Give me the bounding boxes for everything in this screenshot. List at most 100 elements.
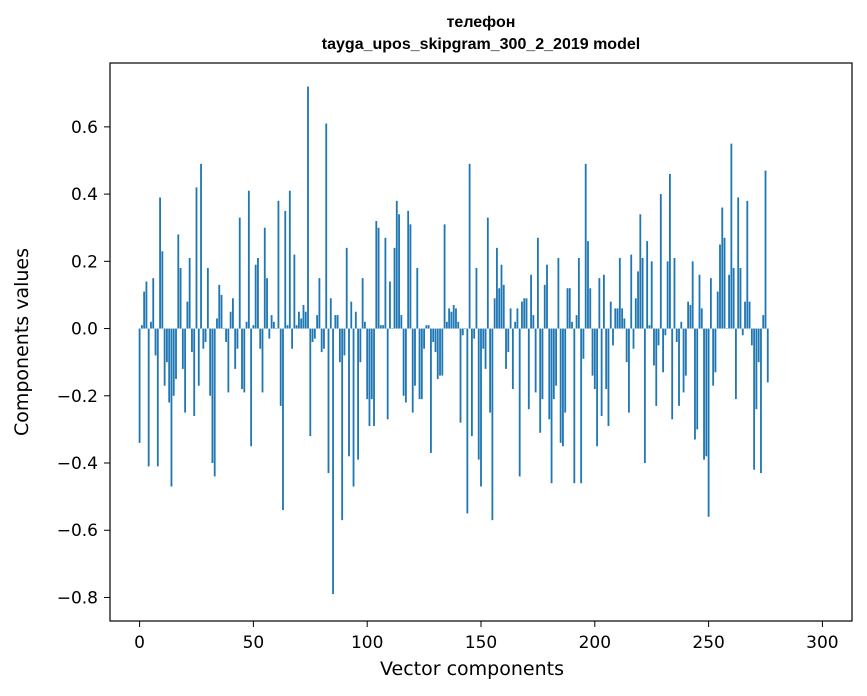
bar [407,210,410,329]
bar [643,328,646,464]
bar [461,328,464,336]
bar [575,315,578,329]
bar [368,328,371,427]
bar [470,328,473,437]
bar [445,321,448,329]
bar [546,264,548,329]
bar [689,305,692,329]
bar [755,328,758,410]
bar [566,288,569,329]
bar [436,328,439,379]
bar [259,328,262,349]
bar [423,328,426,349]
bar [584,163,587,329]
bar [625,328,628,363]
bar [159,197,161,329]
bar [527,328,530,410]
bar [723,237,726,329]
bar [238,217,241,329]
bar [313,328,316,339]
bar [766,328,769,383]
bar [609,301,612,329]
y-tick-label: 0.6 [71,118,98,138]
bar [379,325,382,329]
bar [741,328,744,336]
bar [491,328,494,521]
bar [304,311,307,329]
y-tick-label: 0.4 [71,185,98,205]
x-tick-label: 250 [692,633,724,653]
bar [270,315,273,329]
bar [518,328,521,477]
bar [288,190,291,329]
bar [712,328,715,386]
bar [455,308,457,329]
bar [530,274,532,329]
x-tick-label: 50 [243,633,265,653]
bar [161,251,164,329]
bar [621,308,624,329]
bar [395,200,398,329]
bar [279,328,282,406]
bar [434,328,437,353]
x-axis-label: Vector components [380,658,564,680]
bar [548,328,551,420]
bar [211,328,214,464]
bar [416,268,419,329]
bar [316,315,319,329]
bar [216,318,218,329]
bar [361,278,364,329]
bar [204,328,207,342]
bar [746,200,749,329]
bar [200,163,202,329]
bar [573,328,576,484]
chart-subtitle: tayga_upos_skipgram_300_2_2019 model [321,36,641,53]
bar [263,227,266,329]
bar [147,328,150,467]
bar [605,328,608,390]
bar [225,328,227,342]
bar [650,261,653,329]
bar [329,298,332,329]
bar [327,328,330,474]
bar [764,170,767,329]
bar [195,187,198,329]
bar [241,328,243,390]
bar [623,318,626,329]
bar [737,197,740,329]
bar [552,328,555,400]
bar [143,291,146,329]
bar [675,328,678,342]
bar [448,308,451,329]
bar [295,325,298,329]
bar [232,298,234,329]
bar [603,274,605,329]
bar [587,241,589,329]
bar [318,278,321,329]
bar [247,190,250,329]
bar [300,318,303,329]
bar [464,328,466,330]
bar [414,328,416,386]
x-tick-label: 100 [351,633,383,653]
bar [678,328,680,406]
bar [170,328,173,487]
bar [721,207,724,329]
bar [750,328,753,346]
bar [541,328,544,400]
bar [220,294,223,329]
bar [484,328,487,369]
bar [354,311,357,329]
bar [653,328,655,366]
bar [350,301,353,329]
x-tick-label: 150 [465,633,497,653]
bar [457,321,460,329]
bar [593,328,596,390]
bars-group [138,86,769,595]
bar [307,86,309,329]
bar [325,123,328,329]
bar [172,328,175,396]
bar [618,257,621,329]
bar [420,328,423,400]
bar [338,328,341,363]
